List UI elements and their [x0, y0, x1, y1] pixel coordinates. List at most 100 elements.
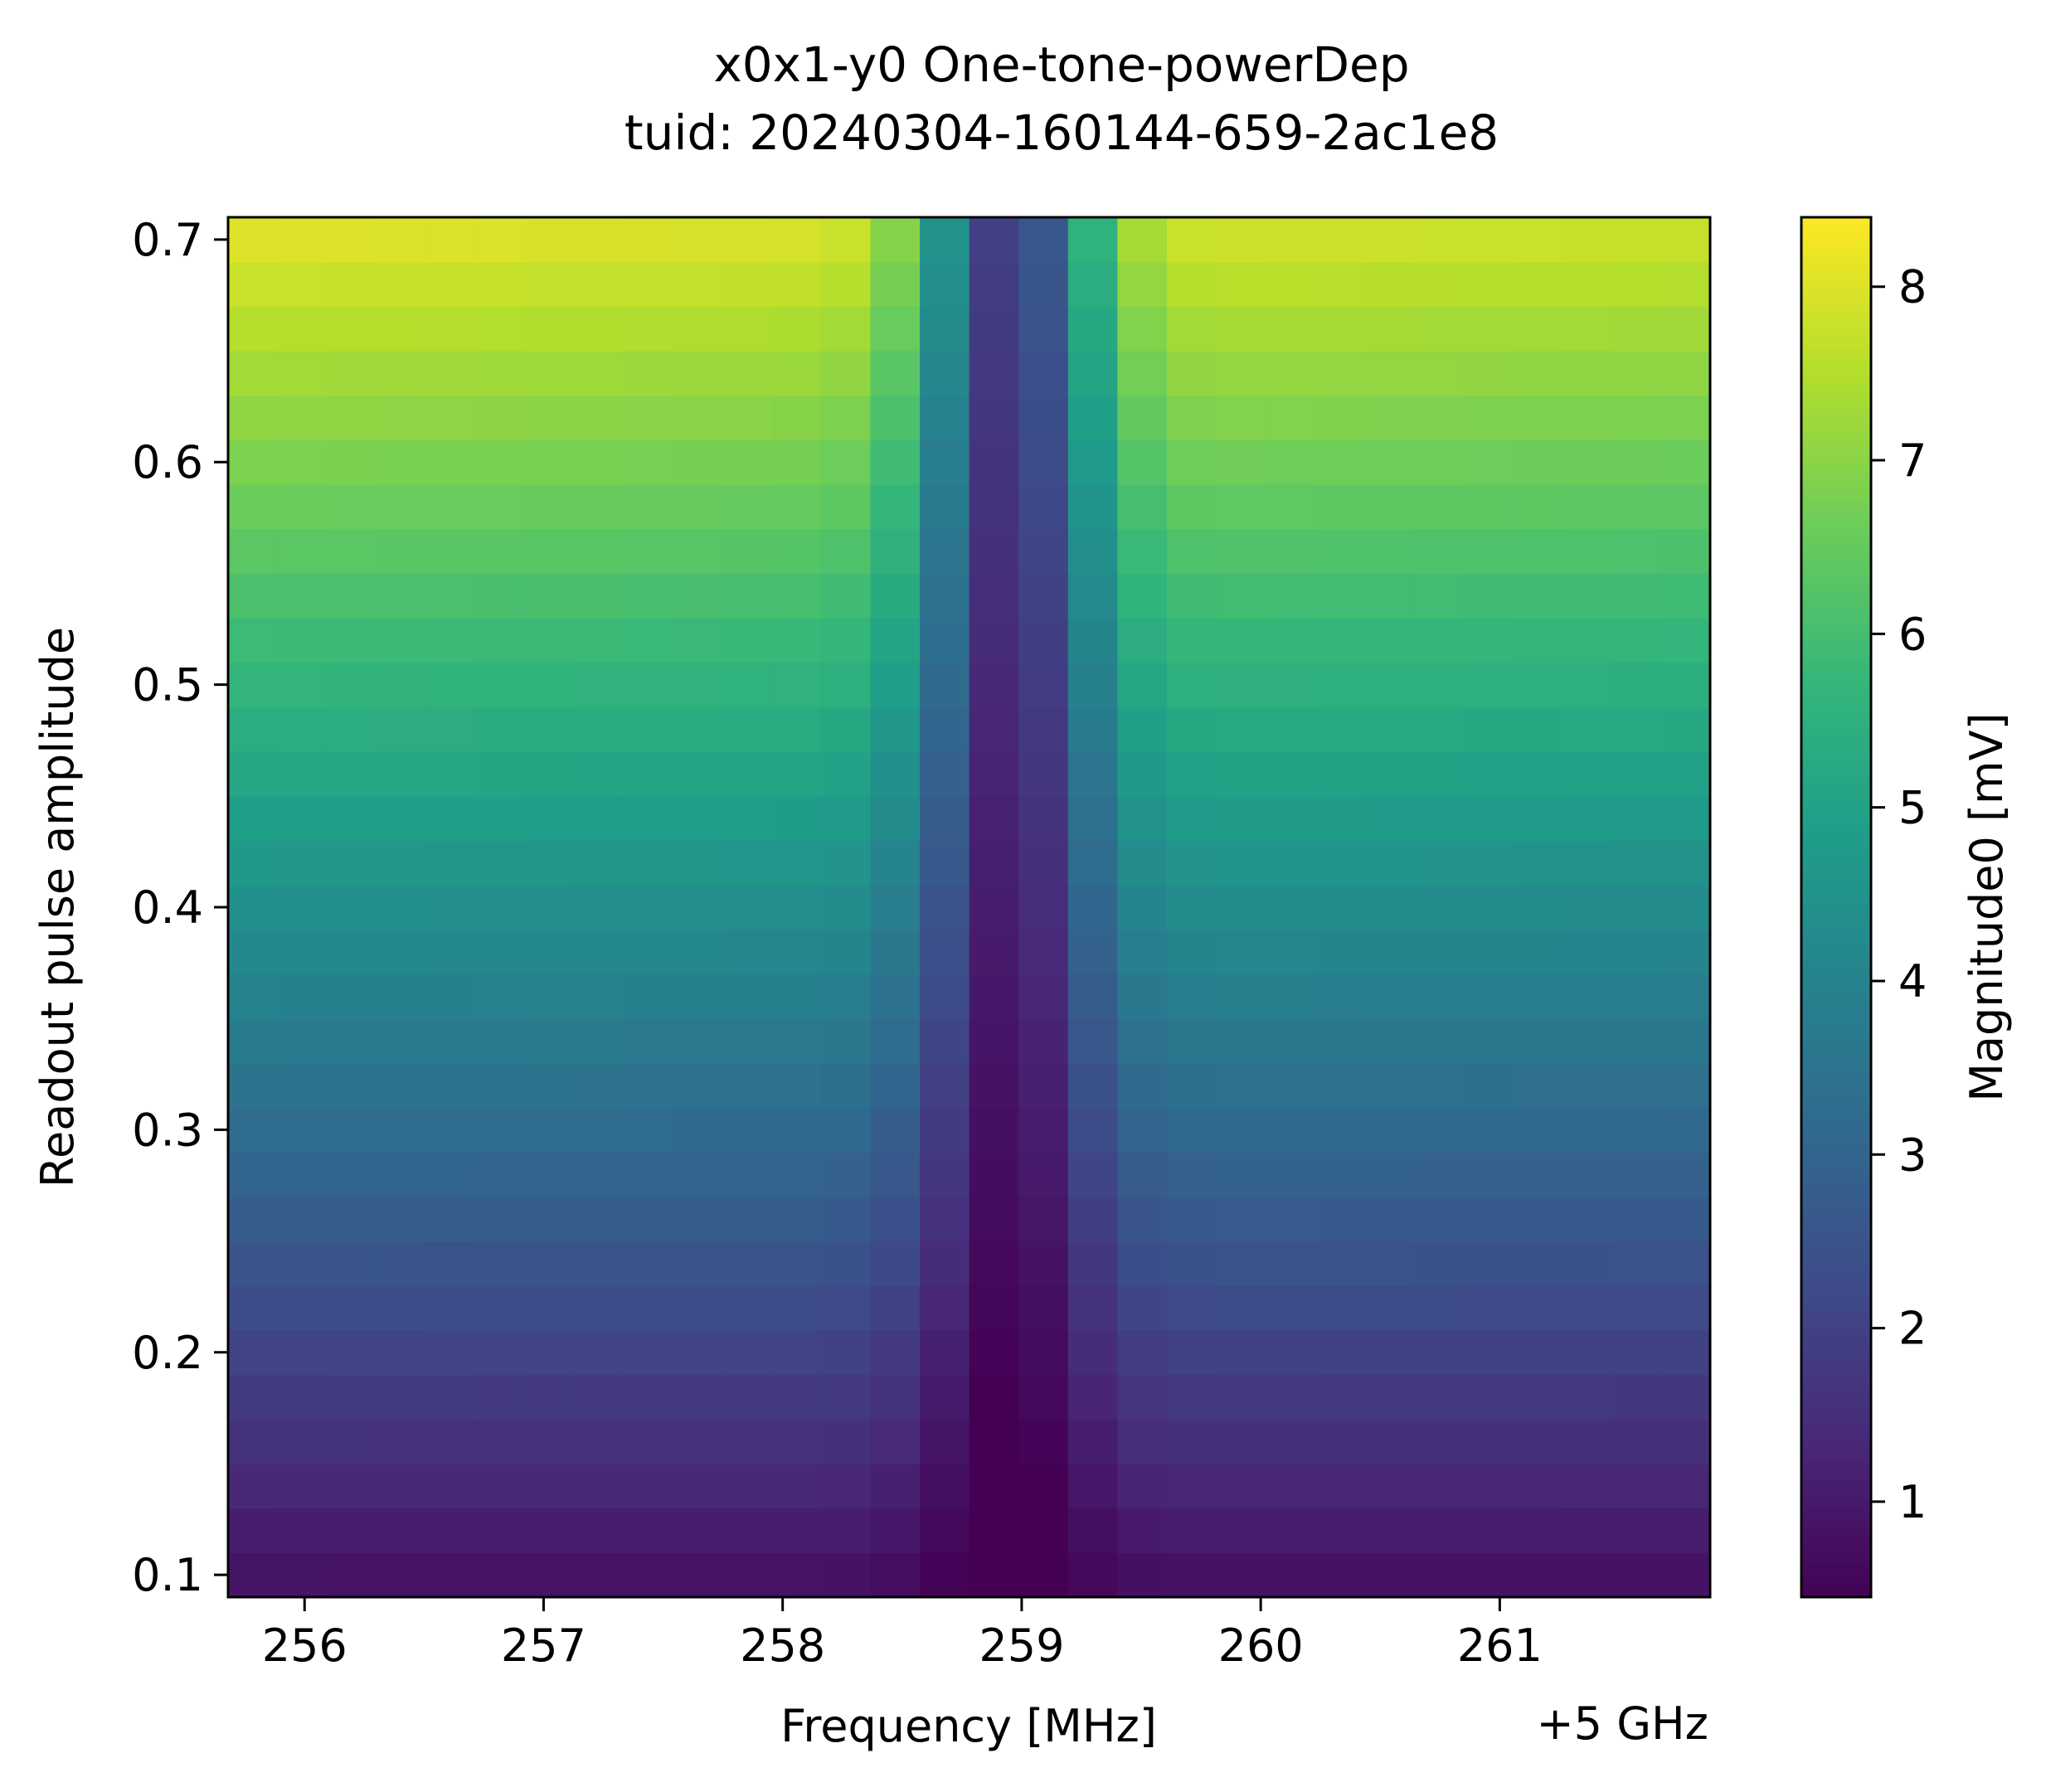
- heatmap-cell: [870, 929, 921, 975]
- colorbar-segment: [1801, 562, 1871, 571]
- heatmap-cell: [623, 1062, 673, 1109]
- colorbar-segment: [1801, 272, 1871, 280]
- heatmap-cell: [474, 1152, 526, 1197]
- colorbar-segment: [1801, 582, 1871, 591]
- colorbar-segment: [1801, 438, 1871, 446]
- heatmap-cell: [771, 1419, 822, 1464]
- heatmap-cell: [474, 885, 526, 930]
- heatmap-cell: [1660, 751, 1711, 797]
- heatmap-cell: [1018, 662, 1069, 708]
- heatmap-cell: [870, 395, 921, 440]
- colorbar-segment: [1801, 1328, 1871, 1336]
- heatmap-cell: [623, 1285, 673, 1331]
- heatmap-cell: [623, 840, 673, 886]
- heatmap-cell: [277, 217, 328, 263]
- heatmap-cell: [574, 1241, 624, 1286]
- heatmap-cell: [376, 974, 426, 1019]
- heatmap-cell: [1216, 751, 1266, 797]
- heatmap-cell: [673, 1329, 723, 1376]
- colorbar-segment: [1801, 430, 1871, 440]
- heatmap-cell: [1562, 484, 1612, 530]
- heatmap-cell: [327, 1508, 377, 1553]
- heatmap-cell: [474, 795, 526, 842]
- colorbar-segment: [1801, 1369, 1871, 1377]
- heatmap-cell: [277, 484, 328, 530]
- heatmap-cell: [969, 306, 1019, 352]
- heatmap-cell: [1018, 306, 1069, 352]
- heatmap-cell: [277, 1329, 328, 1376]
- heatmap-cell: [1067, 974, 1118, 1019]
- heatmap-cell: [969, 1196, 1019, 1242]
- heatmap-cell: [1117, 1285, 1168, 1331]
- heatmap-cell: [1364, 1508, 1415, 1553]
- heatmap-cell: [969, 528, 1019, 575]
- heatmap-cell: [1611, 974, 1662, 1019]
- heatmap-cell: [574, 484, 624, 530]
- y-tick-label: 0.3: [132, 1104, 203, 1156]
- heatmap-cell: [722, 484, 772, 530]
- heatmap-cell: [1067, 261, 1118, 307]
- heatmap-cell: [1166, 528, 1217, 575]
- heatmap-cell: [771, 1374, 822, 1420]
- heatmap-cell: [820, 261, 872, 307]
- heatmap-cell: [376, 440, 426, 485]
- heatmap-cell: [1166, 261, 1217, 307]
- heatmap-cell: [1413, 484, 1465, 530]
- colorbar-segment: [1801, 1183, 1871, 1191]
- heatmap-cell: [524, 1419, 575, 1464]
- colorbar-segment: [1801, 1086, 1871, 1095]
- heatmap-cell: [1562, 1463, 1612, 1509]
- heatmap-cell: [376, 751, 426, 797]
- heatmap-cell: [623, 440, 673, 485]
- heatmap-cell: [1562, 1062, 1612, 1109]
- chart-title: x0x1-y0 One-tone-powerDep: [713, 36, 1410, 93]
- heatmap-cell: [1216, 1419, 1266, 1464]
- heatmap-cell: [870, 1152, 921, 1197]
- heatmap-cell: [623, 1463, 673, 1509]
- heatmap-cell: [474, 440, 526, 485]
- heatmap-cell: [1117, 1241, 1168, 1286]
- heatmap-cell: [623, 618, 673, 663]
- heatmap-cell: [1562, 929, 1612, 975]
- heatmap-cell: [1611, 1374, 1662, 1420]
- heatmap-cell: [969, 974, 1019, 1019]
- heatmap-cell: [1315, 707, 1365, 752]
- heatmap-cell: [673, 1062, 723, 1109]
- heatmap-cell: [1364, 618, 1415, 663]
- heatmap-cell: [1266, 618, 1316, 663]
- heatmap-cell: [524, 1107, 575, 1153]
- heatmap-cell: [1611, 929, 1662, 975]
- x-tick-label: 261: [1457, 1620, 1543, 1672]
- colorbar-segment: [1801, 1411, 1871, 1419]
- heatmap-cell: [1660, 484, 1711, 530]
- heatmap-cell: [969, 929, 1019, 975]
- heatmap-cell: [771, 1329, 822, 1376]
- heatmap-cell: [1463, 1018, 1514, 1064]
- heatmap-cell: [1413, 795, 1465, 842]
- heatmap-cell: [623, 1107, 673, 1153]
- colorbar-segment: [1801, 1562, 1871, 1571]
- colorbar-segment: [1801, 755, 1871, 764]
- heatmap-cell: [376, 840, 426, 886]
- heatmap-cell: [228, 1018, 279, 1064]
- heatmap-cell: [771, 929, 822, 975]
- heatmap-cell: [722, 707, 772, 752]
- colorbar-segment: [1801, 1300, 1871, 1309]
- heatmap-cell: [1660, 795, 1711, 842]
- colorbar-segment: [1801, 679, 1871, 687]
- heatmap-cell: [1117, 707, 1168, 752]
- heatmap-cell: [1611, 1285, 1662, 1331]
- heatmap-cell: [327, 1018, 377, 1064]
- colorbar-tick-label: 1: [1898, 1476, 1927, 1528]
- heatmap-cell: [277, 840, 328, 886]
- colorbar-segment: [1801, 989, 1871, 998]
- heatmap-cell: [771, 618, 822, 663]
- heatmap-cell: [425, 528, 476, 575]
- colorbar-segment: [1801, 1259, 1871, 1267]
- heatmap-cell: [1512, 484, 1563, 530]
- colorbar-segment: [1801, 1548, 1871, 1556]
- heatmap-cell: [722, 217, 772, 263]
- heatmap-cell: [376, 573, 426, 619]
- heatmap-cell: [623, 217, 673, 263]
- heatmap-cell: [1315, 1374, 1365, 1420]
